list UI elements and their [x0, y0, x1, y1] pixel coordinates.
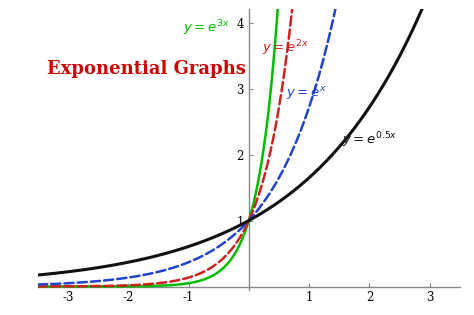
Text: $y = e^{0.5x}$: $y = e^{0.5x}$: [342, 130, 398, 150]
Text: $y = e^{x}$: $y = e^{x}$: [286, 85, 327, 102]
Text: $y = e^{2x}$: $y = e^{2x}$: [262, 38, 309, 58]
Text: $y = e^{3x}$: $y = e^{3x}$: [183, 18, 229, 38]
Text: Exponential Graphs: Exponential Graphs: [47, 60, 246, 78]
